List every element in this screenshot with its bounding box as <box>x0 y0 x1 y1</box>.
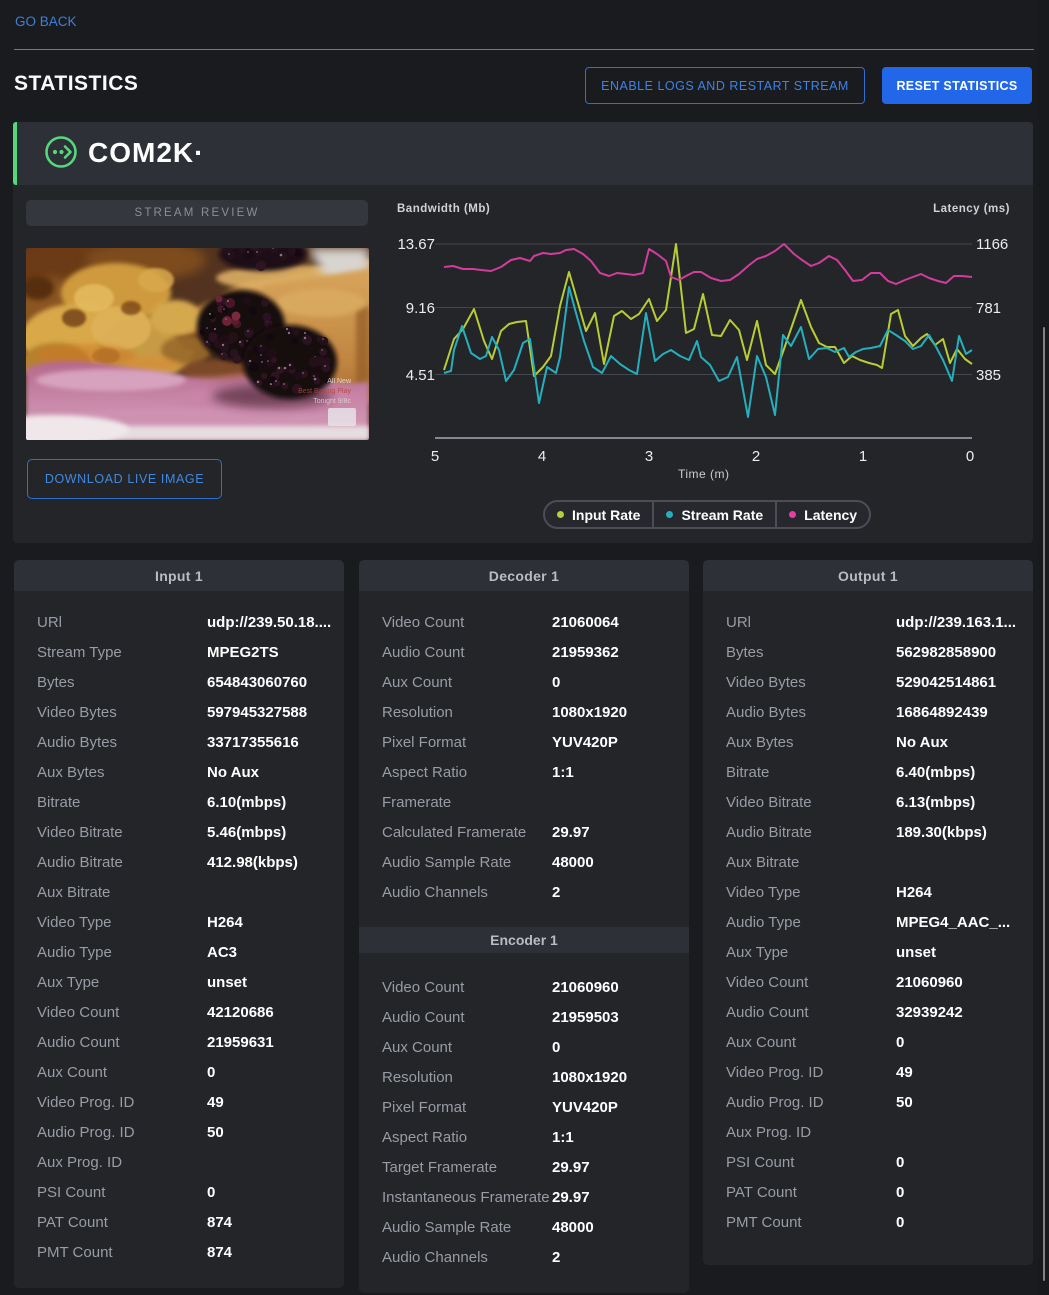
svg-text:Best Baking Play: Best Baking Play <box>298 388 351 395</box>
svg-text:Tonight 9/8c: Tonight 9/8c <box>313 398 351 405</box>
svg-text:All New: All New <box>327 378 352 385</box>
